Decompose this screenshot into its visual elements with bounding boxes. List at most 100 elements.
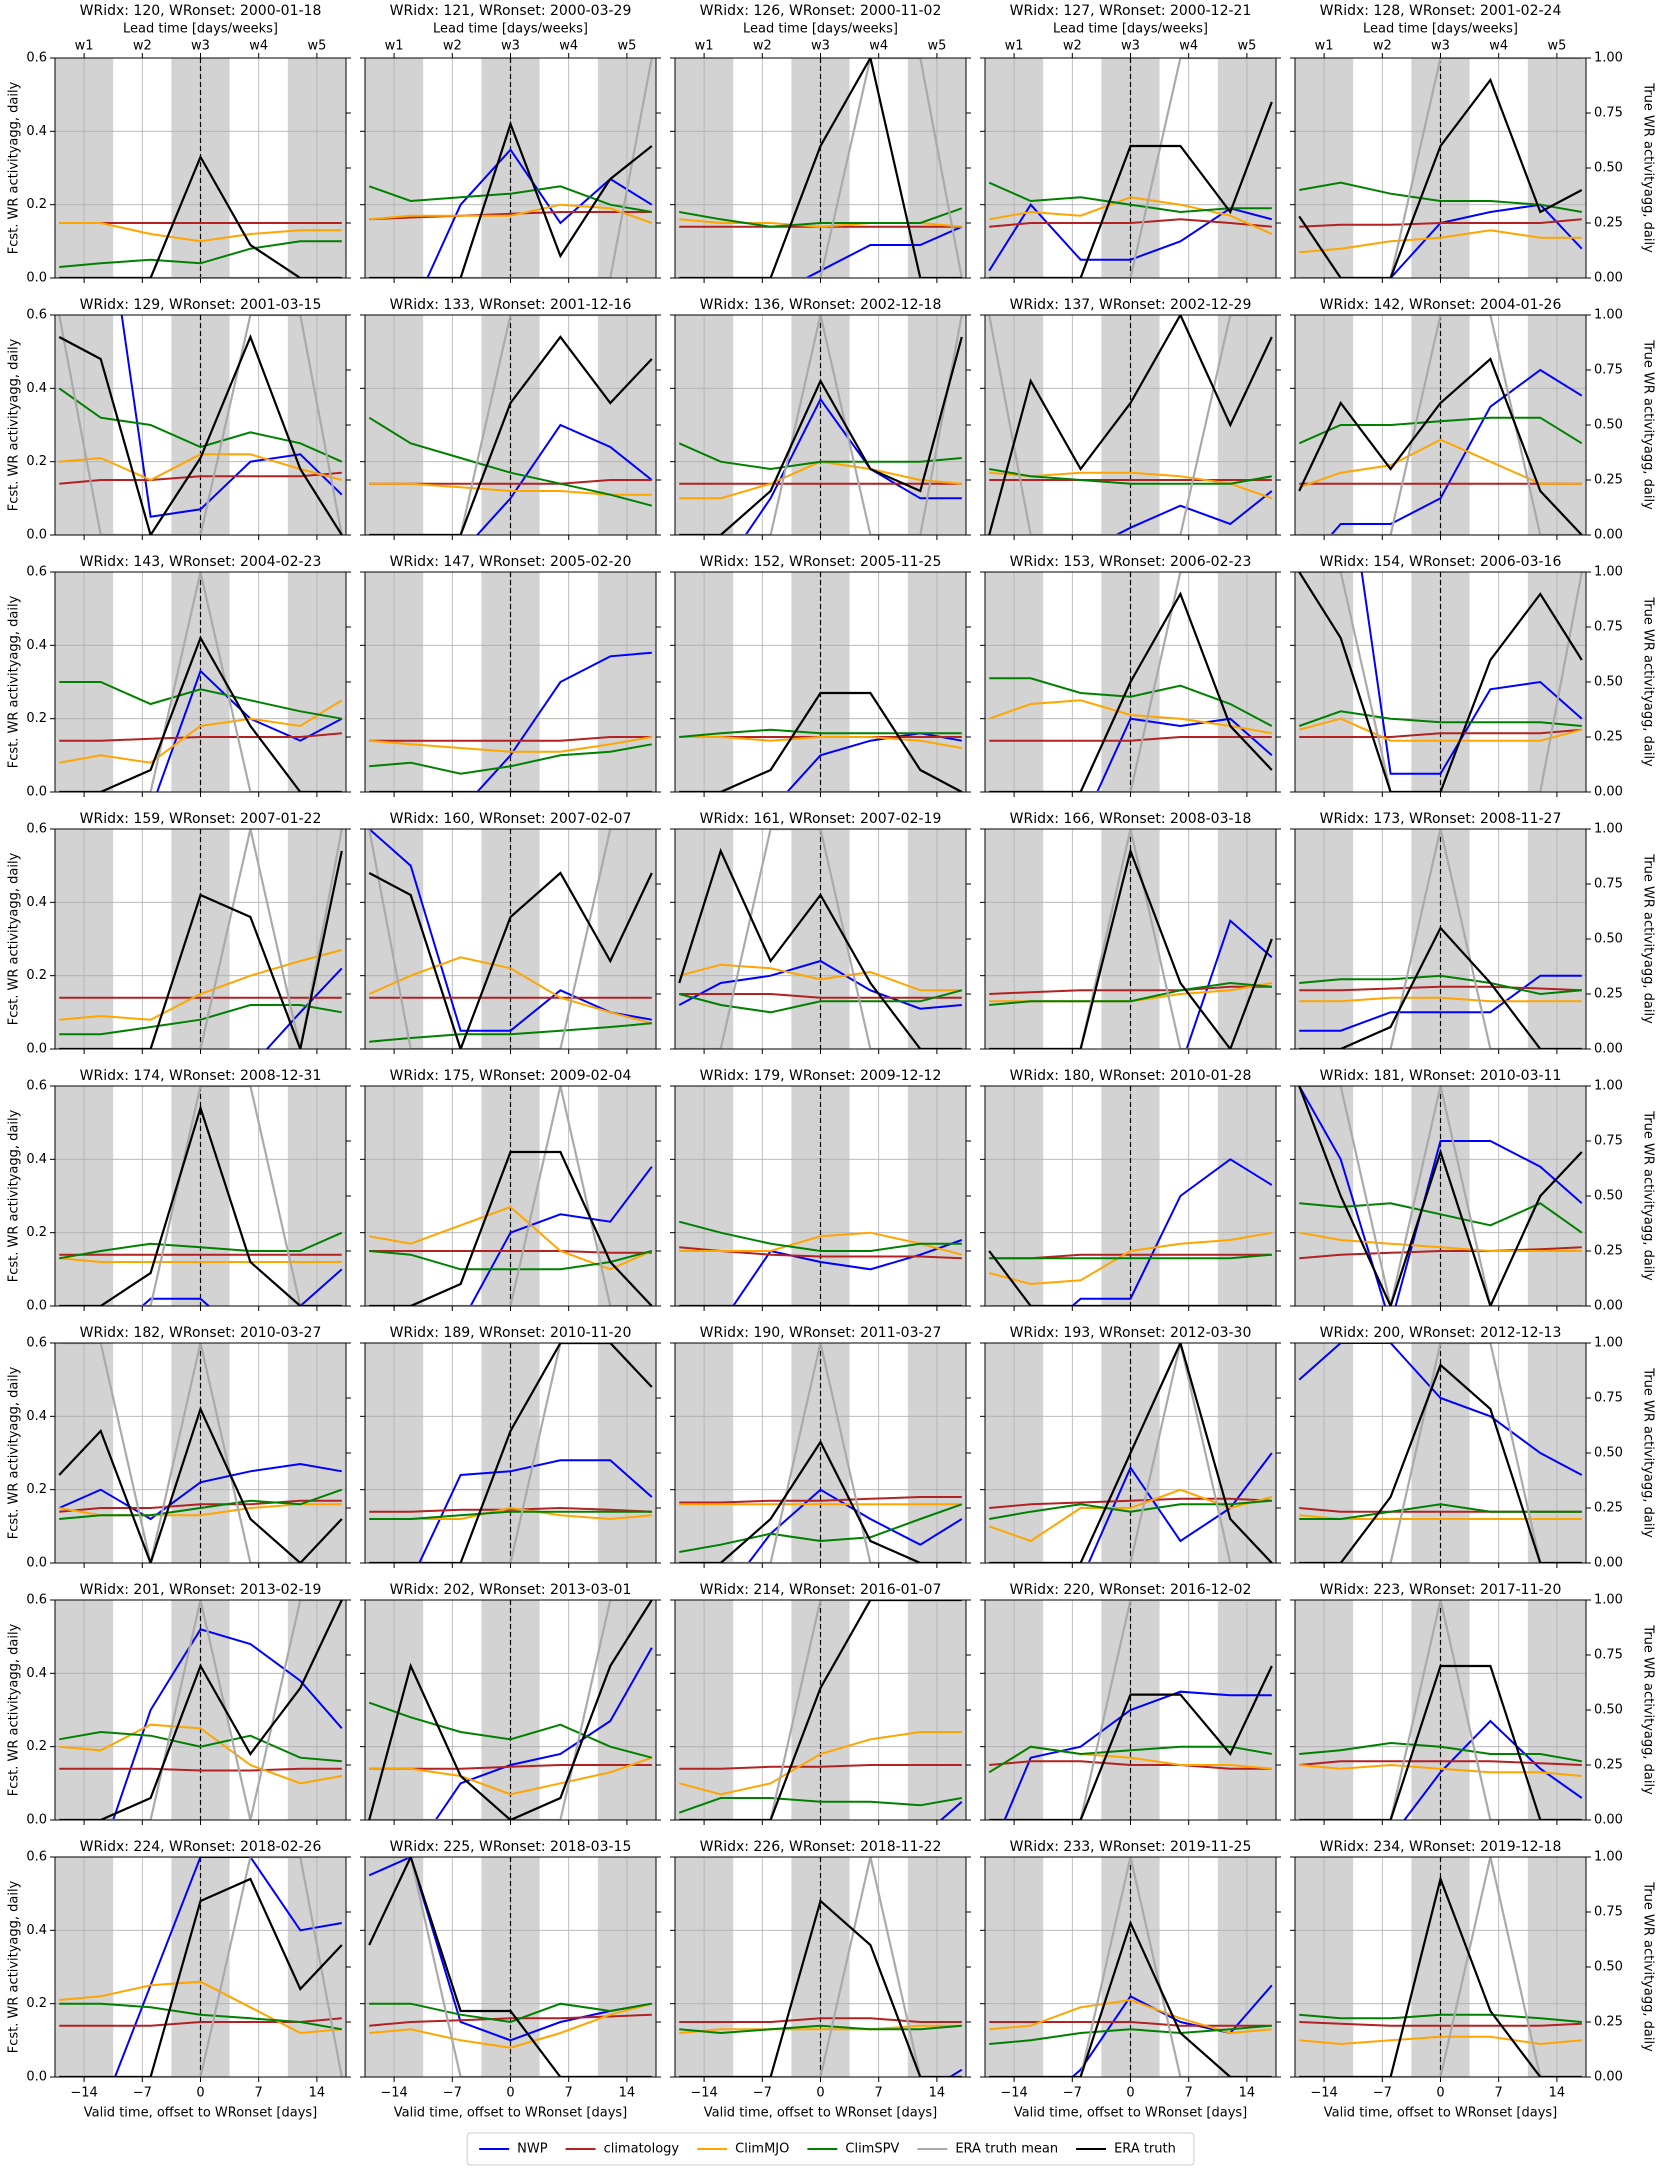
panel — [1295, 572, 1586, 792]
panel — [55, 1086, 346, 1306]
series-line — [59, 1767, 342, 1772]
x-tick-label: −14 — [70, 2086, 97, 2101]
y2-tick-label: 0.00 — [1594, 785, 1623, 800]
x-tick-label: −14 — [380, 2086, 407, 2101]
y-tick-label: 0.4 — [26, 638, 47, 653]
panel-title: WRidx: 142, WRonset: 2004-01-26 — [1320, 297, 1562, 313]
y2-tick-label: 1.00 — [1594, 51, 1623, 66]
series-line — [989, 1998, 1272, 2035]
series-line — [1114, 490, 1273, 535]
week-label: w1 — [1315, 39, 1334, 54]
panel — [55, 1343, 346, 1563]
panel — [985, 58, 1276, 278]
panel — [985, 1857, 1276, 2077]
legend-label: NWP — [517, 2142, 548, 2157]
panel-title: WRidx: 154, WRonset: 2006-03-16 — [1320, 554, 1562, 570]
series-line — [58, 334, 343, 535]
x-tick-label: −7 — [753, 2086, 772, 2101]
y2-tick-label: 0.50 — [1594, 932, 1623, 947]
series-line — [1299, 181, 1582, 213]
series-line — [1298, 416, 1583, 445]
series-line — [59, 240, 342, 268]
series-line — [59, 1004, 342, 1036]
x-axis-label: Valid time, offset to WRonset [days] — [84, 2106, 318, 2121]
series-line — [1299, 926, 1582, 1049]
series-line — [989, 677, 1273, 727]
y2-tick-label: 0.50 — [1594, 161, 1623, 176]
series-line — [1298, 717, 1583, 742]
series-line — [1298, 1086, 1583, 1306]
week-label: w1 — [1005, 39, 1024, 54]
y2-axis-label: True WR activityagg, daily — [1641, 339, 1656, 510]
series-line — [1299, 2021, 1582, 2027]
panel-title: WRidx: 200, WRonset: 2012-12-13 — [1320, 1325, 1562, 1341]
series-line — [679, 1503, 963, 1553]
panel — [1295, 1600, 1586, 1820]
panel-title: WRidx: 181, WRonset: 2010-03-11 — [1320, 1068, 1562, 1084]
series-line — [1329, 368, 1583, 535]
y-tick-label: 0.6 — [26, 565, 47, 580]
y-axis-label: Fcst. WR activityagg, daily — [7, 595, 22, 768]
series-line — [59, 222, 342, 243]
series-line — [369, 203, 653, 224]
panel — [365, 1343, 656, 1563]
y-axis-label: Fcst. WR activityagg, daily — [7, 1880, 22, 2053]
x-tick-label: 0 — [506, 2086, 514, 2101]
panel — [365, 1857, 656, 2077]
y-tick-label: 0.2 — [26, 1996, 47, 2011]
series-line — [369, 2002, 652, 2024]
panel — [55, 829, 346, 1049]
series-line — [59, 1730, 342, 1763]
y2-tick-label: 1.00 — [1594, 822, 1623, 837]
series-line — [1298, 710, 1582, 727]
series-line — [1299, 728, 1582, 738]
series-line — [989, 1253, 1272, 1260]
series-line — [368, 871, 653, 1049]
series-line — [1298, 1086, 1583, 1306]
week-label: w5 — [307, 39, 326, 54]
y-axis-label: Fcst. WR activityagg, daily — [7, 1366, 22, 1539]
series-line — [1298, 357, 1583, 535]
y2-tick-label: 0.50 — [1594, 418, 1623, 433]
y2-tick-label: 0.50 — [1594, 1446, 1623, 1461]
series-line — [679, 336, 963, 535]
y-tick-label: 0.0 — [26, 1042, 47, 1057]
series-line — [1299, 1760, 1582, 1766]
panel — [1295, 315, 1586, 535]
y-tick-label: 0.6 — [26, 1079, 47, 1094]
week-label: w2 — [133, 39, 152, 54]
panel — [985, 1343, 1276, 1563]
series-line — [469, 1166, 653, 1306]
series-line — [369, 736, 652, 742]
y-tick-label: 0.0 — [26, 1556, 47, 1571]
y2-tick-label: 0.50 — [1594, 1189, 1623, 1204]
x-axis-label: Valid time, offset to WRonset [days] — [394, 2106, 628, 2121]
panel-title: WRidx: 127, WRonset: 2000-12-21 — [1010, 3, 1252, 19]
x-axis-label: Valid time, offset to WRonset [days] — [1324, 2106, 1558, 2121]
x-tick-label: −7 — [443, 2086, 462, 2101]
x-tick-label: −7 — [1373, 2086, 1392, 2101]
y-tick-label: 0.2 — [26, 1739, 47, 1754]
y-tick-label: 0.6 — [26, 822, 47, 837]
x-tick-label: 0 — [816, 2086, 824, 2101]
week-label: w2 — [753, 39, 772, 54]
y2-tick-label: 1.00 — [1594, 308, 1623, 323]
panel-title: WRidx: 129, WRonset: 2001-03-15 — [80, 297, 322, 313]
panel-title: WRidx: 160, WRonset: 2007-02-07 — [390, 811, 632, 827]
series-line — [989, 847, 1273, 1049]
panel-title: WRidx: 202, WRonset: 2013-03-01 — [390, 1582, 632, 1598]
y2-tick-label: 0.00 — [1594, 1556, 1623, 1571]
panel-title: WRidx: 223, WRonset: 2017-11-20 — [1320, 1582, 1562, 1598]
series-line — [1298, 1343, 1583, 1476]
y-tick-label: 0.0 — [26, 2070, 47, 2085]
panel — [55, 1857, 346, 2077]
panel-title: WRidx: 233, WRonset: 2019-11-25 — [1010, 1839, 1252, 1855]
panel-title: WRidx: 226, WRonset: 2018-11-22 — [700, 1839, 942, 1855]
panel — [675, 1343, 966, 1563]
week-label: w3 — [811, 39, 830, 54]
top-axis-label: Lead time [days/weeks] — [433, 22, 588, 37]
x-tick-label: 7 — [1185, 2086, 1193, 2101]
series-line — [59, 949, 343, 1021]
series-line — [368, 956, 653, 1025]
panel — [1295, 1086, 1586, 1306]
